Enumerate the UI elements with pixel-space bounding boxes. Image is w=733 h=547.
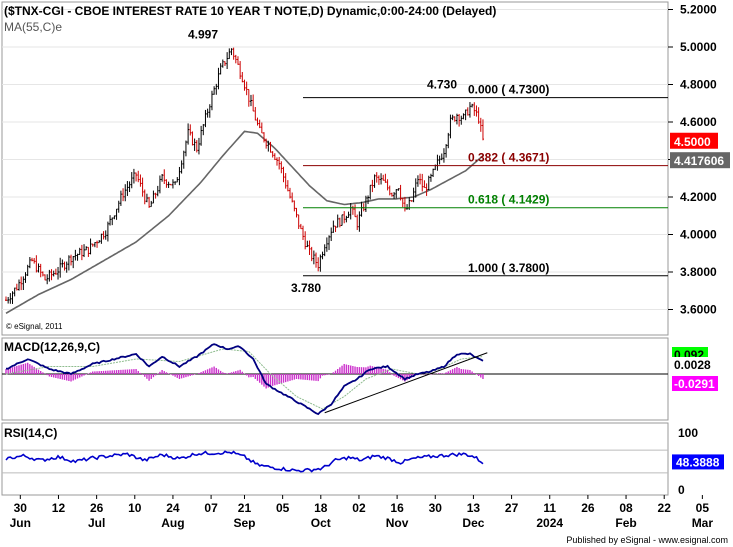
rsi-value-box: [672, 454, 724, 470]
macd-trendline: [324, 352, 488, 414]
date-tick-label: 08: [619, 501, 633, 515]
price-annotation: 4.997: [188, 28, 218, 42]
date-tick-label: 07: [204, 501, 218, 515]
ma-value-box: [670, 152, 730, 169]
rsi-panel: 100 0 48.3888: [2, 426, 724, 497]
rsi-title: RSI(14,C): [4, 426, 57, 440]
date-tick-label: 13: [467, 501, 481, 515]
macd-line: [5, 343, 484, 416]
macd-title: MACD(12,26,9,C): [4, 340, 100, 354]
date-tick-label: 16: [390, 501, 404, 515]
rsi-value-label: 48.3888: [676, 455, 720, 469]
price-tick-label: 3.6000: [680, 303, 717, 317]
date-tick-label: 10: [128, 501, 142, 515]
month-label: Nov: [386, 516, 409, 530]
price-axis: 5.20005.00004.80004.60004.40004.20004.00…: [668, 3, 730, 317]
month-label: 2024: [536, 516, 563, 530]
copyright-text: © eSignal, 2011: [6, 322, 63, 331]
price-annotation: 3.780: [291, 281, 321, 295]
date-tick-label: 30: [14, 501, 28, 515]
footer-text: Published by eSignal - www.esignal.com: [566, 535, 728, 545]
rsi-panel-frame: [1, 422, 669, 496]
date-tick-label: 24: [166, 501, 180, 515]
macd-value-box: [672, 357, 708, 372]
ma-line: [5, 130, 484, 314]
fibonacci-levels: 0.000 ( 4.7300) 0.382 ( 4.3671) 0.618 ( 4.…: [188, 28, 668, 295]
price-bars: [5, 47, 484, 304]
date-tick-label: 05: [696, 501, 710, 515]
date-tick-label: 02: [352, 501, 366, 515]
price-tick-label: 5.0000: [680, 40, 717, 54]
date-tick-label: 21: [238, 501, 252, 515]
price-grid: [2, 9, 668, 310]
rsi-tick-label: 0: [678, 483, 685, 497]
price-tick-label: 4.2000: [680, 190, 717, 204]
date-tick-label: 11: [543, 501, 556, 515]
date-axis: 30 12 26 10 24 07 21 05 18 02 16 30 13 27 11 26 08 22 05 20…: [10, 495, 714, 530]
price-annotation: 4.730: [427, 78, 457, 92]
month-label: Jul: [88, 516, 105, 530]
macd-panel-frame: [1, 337, 669, 421]
fib-level-label: 0.000 ( 4.7300): [468, 83, 549, 97]
fib-level-label: 0.382 ( 4.3671): [468, 151, 549, 165]
price-tick-label: 3.8000: [680, 265, 717, 279]
chart-title: ($TNX-CGI - CBOE INTEREST RATE 10 YEAR T…: [4, 4, 496, 18]
month-label: Feb: [615, 516, 636, 530]
last-price-box: [670, 132, 718, 149]
last-price-label: 4.5000: [674, 135, 711, 149]
date-tick-label: 26: [90, 501, 104, 515]
price-tick-label: 4.8000: [680, 78, 717, 92]
rsi-line: [5, 450, 484, 473]
ma-value-label: 4.417606: [674, 154, 724, 168]
month-label: Mar: [692, 516, 714, 530]
date-tick-label: 27: [505, 501, 519, 515]
month-label: Dec: [462, 516, 484, 530]
date-tick-label: 26: [581, 501, 595, 515]
date-tick-label: 30: [429, 501, 443, 515]
macd-signal-line: [5, 348, 484, 410]
month-label: Sep: [233, 516, 255, 530]
date-tick-label: 12: [52, 501, 66, 515]
fib-level-label: 1.000 ( 3.7800): [468, 261, 549, 275]
macd-value-label: 0.0028: [674, 358, 711, 372]
ma-label: MA(55,C)e: [4, 20, 62, 34]
month-label: Oct: [311, 516, 331, 530]
price-tick-label: 4.6000: [680, 115, 717, 129]
date-tick-label: 22: [658, 501, 672, 515]
ma-55-line: [5, 130, 484, 314]
fib-level-label: 0.618 ( 4.1429): [468, 193, 549, 207]
rsi-tick-label: 100: [678, 426, 698, 440]
price-tick-label: 5.2000: [680, 3, 717, 17]
date-tick-label: 18: [314, 501, 328, 515]
price-panel-frame: [1, 1, 669, 336]
month-label: Aug: [161, 516, 184, 530]
macd-value-label: -0.0291: [674, 377, 715, 391]
macd-value-box: [672, 376, 718, 391]
price-tick-label: 4.0000: [680, 228, 717, 242]
month-label: Jun: [10, 516, 31, 530]
date-tick-label: 05: [276, 501, 290, 515]
